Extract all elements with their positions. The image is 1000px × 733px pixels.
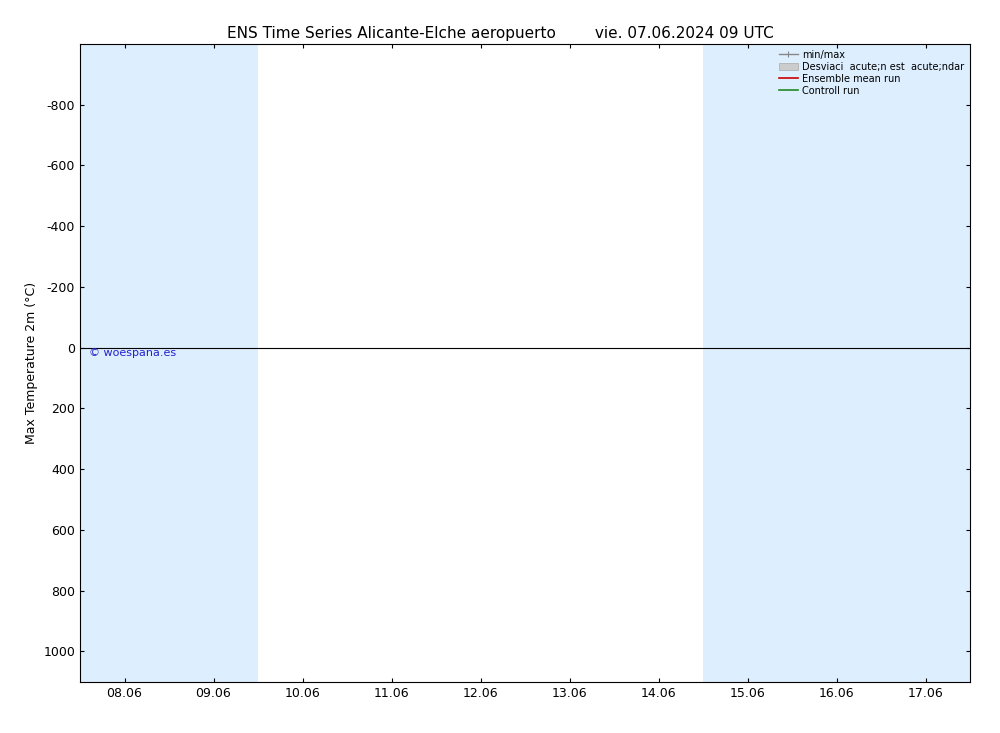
Bar — [80, 44, 169, 682]
Text: ENS Time Series Alicante-Elche aeropuerto        vie. 07.06.2024 09 UTC: ENS Time Series Alicante-Elche aeropuert… — [227, 26, 773, 40]
Bar — [881, 44, 970, 682]
Legend: min/max, Desviaci  acute;n est  acute;ndar, Ensemble mean run, Controll run: min/max, Desviaci acute;n est acute;ndar… — [775, 46, 968, 100]
Y-axis label: Max Temperature 2m (°C): Max Temperature 2m (°C) — [25, 281, 38, 444]
Text: © woespana.es: © woespana.es — [89, 347, 176, 358]
Bar — [703, 44, 792, 682]
Bar — [169, 44, 258, 682]
Bar — [792, 44, 881, 682]
